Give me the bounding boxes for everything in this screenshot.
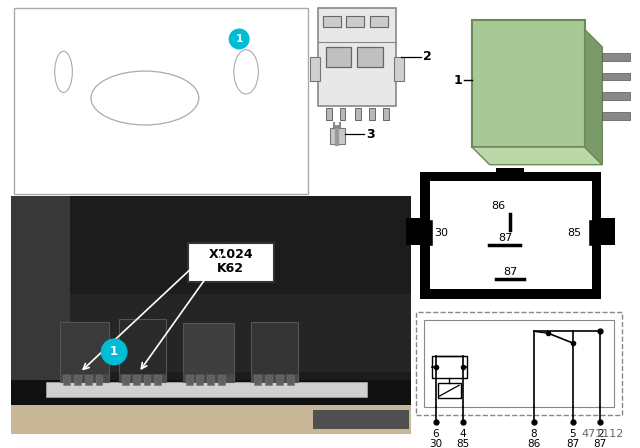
Text: 87: 87	[594, 439, 607, 448]
Text: 87: 87	[498, 233, 513, 243]
Bar	[370, 16, 388, 27]
Bar	[218, 375, 225, 385]
Bar	[472, 20, 585, 147]
Bar	[265, 375, 272, 385]
Text: 86: 86	[492, 201, 506, 211]
Bar	[60, 322, 109, 382]
Bar	[45, 382, 367, 397]
Bar	[346, 16, 364, 27]
Bar	[313, 410, 409, 429]
Text: 5: 5	[570, 429, 576, 439]
Bar	[430, 181, 591, 289]
Bar	[432, 356, 467, 379]
Polygon shape	[472, 147, 602, 165]
Text: 471112: 471112	[582, 429, 624, 439]
Bar	[424, 319, 614, 407]
Bar	[326, 108, 332, 120]
Bar	[84, 375, 92, 385]
Bar	[12, 380, 411, 434]
Bar	[602, 112, 630, 120]
Text: 30: 30	[429, 439, 442, 448]
Bar	[326, 47, 351, 67]
Bar	[497, 168, 524, 181]
Bar	[252, 375, 298, 382]
Bar	[357, 47, 383, 67]
Bar	[95, 375, 102, 385]
Text: 1: 1	[453, 74, 462, 87]
Bar	[602, 73, 630, 80]
Circle shape	[101, 339, 127, 365]
Bar	[183, 375, 234, 382]
Text: 2: 2	[597, 429, 604, 439]
Bar	[188, 243, 274, 282]
Bar	[406, 218, 422, 245]
Text: 8: 8	[531, 429, 537, 439]
Text: 3: 3	[366, 128, 374, 141]
Bar	[252, 322, 298, 382]
Bar	[438, 383, 461, 398]
Bar	[132, 375, 140, 385]
Bar	[600, 218, 615, 245]
Bar	[119, 375, 166, 382]
Bar	[276, 375, 283, 385]
Bar	[119, 319, 166, 382]
Bar	[254, 375, 261, 385]
Bar	[12, 196, 411, 434]
Bar	[12, 405, 411, 434]
Text: 6: 6	[433, 429, 439, 439]
Bar	[60, 375, 109, 382]
Bar	[12, 294, 411, 372]
Bar	[143, 375, 150, 385]
Bar	[186, 375, 193, 385]
Bar	[340, 108, 346, 120]
Text: X1024: X1024	[209, 248, 253, 261]
Text: K62: K62	[218, 262, 244, 275]
Text: 85: 85	[456, 439, 470, 448]
Text: 30: 30	[435, 228, 449, 238]
Bar	[14, 8, 308, 194]
Bar	[330, 129, 346, 144]
Bar	[602, 92, 630, 100]
Bar	[183, 323, 234, 382]
Bar	[318, 8, 396, 106]
Bar	[323, 16, 340, 27]
Bar	[12, 196, 70, 380]
Bar	[420, 172, 602, 299]
Bar	[122, 375, 129, 385]
Bar	[74, 375, 81, 385]
Text: 87: 87	[566, 439, 580, 448]
Text: 2: 2	[423, 50, 431, 63]
Bar	[416, 312, 622, 415]
Bar	[287, 375, 294, 385]
Bar	[154, 375, 161, 385]
Bar	[355, 108, 361, 120]
Circle shape	[229, 29, 249, 49]
Bar	[310, 57, 320, 82]
Bar	[207, 375, 214, 385]
Bar	[394, 57, 404, 82]
Bar	[196, 375, 204, 385]
Text: 1: 1	[110, 345, 118, 358]
Text: 85: 85	[567, 228, 581, 238]
Bar	[63, 375, 70, 385]
Bar	[383, 108, 388, 120]
Bar	[602, 53, 630, 61]
Text: 86: 86	[527, 439, 540, 448]
Text: 87: 87	[503, 267, 517, 276]
Text: 294039: 294039	[339, 436, 385, 446]
Bar	[369, 108, 375, 120]
Text: 1: 1	[236, 34, 243, 44]
Text: 4: 4	[460, 429, 467, 439]
Polygon shape	[585, 30, 602, 165]
